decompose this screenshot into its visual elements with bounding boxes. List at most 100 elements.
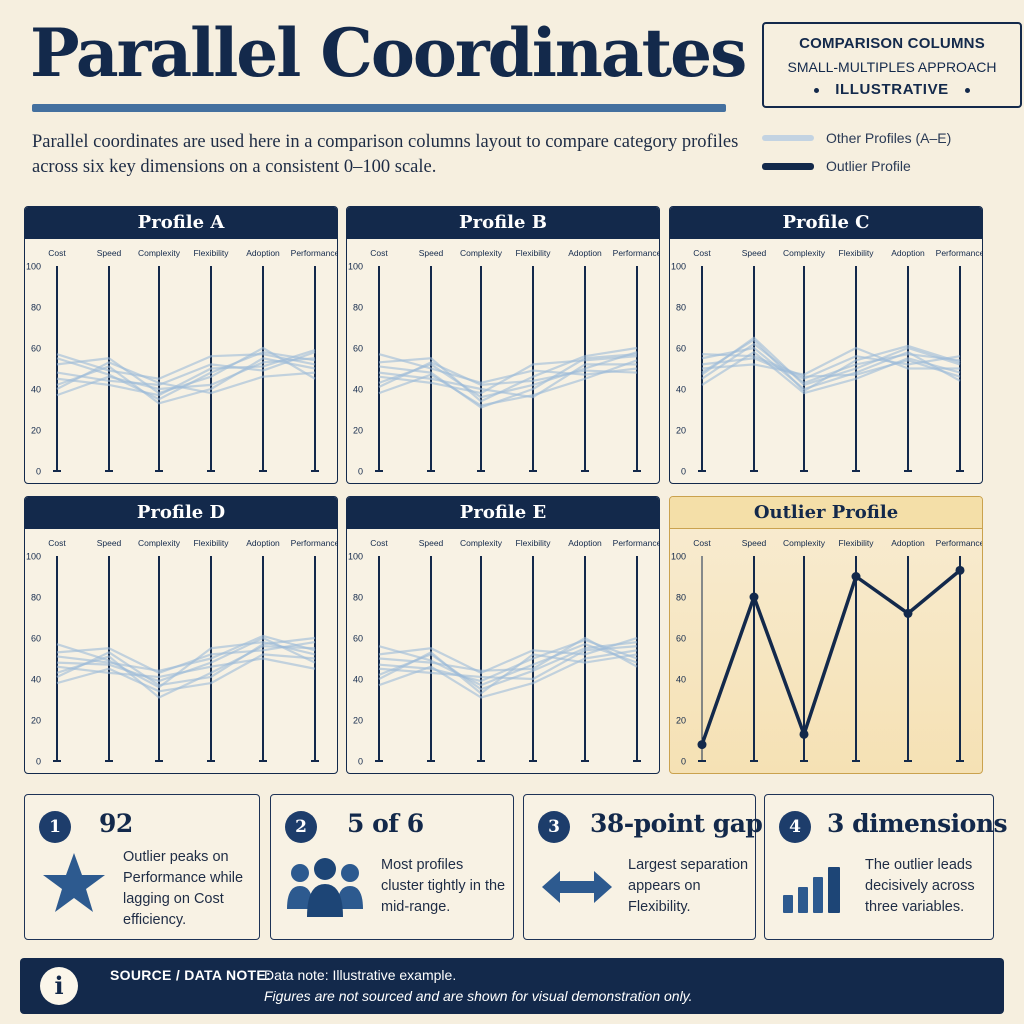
y-tick-label: 100: [671, 262, 686, 272]
parallel-coordinates-chart: Cost Speed Complexity Flexibility Adoption Pe…: [671, 248, 983, 477]
axis-label-flexibility: Flexibility: [839, 538, 875, 548]
axis-label-cost: Cost: [48, 538, 66, 548]
outlier-data-point: [955, 565, 965, 575]
axis-label-speed: Speed: [97, 248, 122, 258]
y-tick-label: 40: [31, 385, 41, 395]
panel-profile-e: Profile E Cost Speed Complexity Flexibility…: [346, 496, 660, 774]
panel-profile-d: Profile D Cost Speed Complexity Flexibility…: [24, 496, 338, 774]
y-tick-label: 0: [358, 467, 363, 477]
axis-label-speed: Speed: [742, 248, 767, 258]
y-tick-label: 100: [26, 262, 41, 272]
y-tick-label: 100: [671, 552, 686, 562]
panel-profile-c: Profile C Cost Speed Complexity Flexibility…: [669, 206, 983, 484]
axis-label-adoption: Adoption: [246, 248, 280, 258]
info-icon: i: [40, 967, 78, 1005]
y-tick-label: 40: [353, 675, 363, 685]
stat-card-2: 2 5 of 6 Most profiles cluster tightly i…: [270, 794, 514, 940]
axis-label-adoption: Adoption: [568, 248, 602, 258]
y-tick-label: 100: [348, 262, 363, 272]
layout-tag-box: COMPARISON COLUMNS SMALL-MULTIPLES APPRO…: [762, 22, 1022, 108]
stat-card-1: 1 92 Outlier peaks on Performance while …: [24, 794, 260, 940]
profile-series-line: [378, 636, 638, 672]
profile-series-line: [56, 361, 316, 395]
y-tick-label: 0: [36, 757, 41, 767]
axis-label-cost: Cost: [370, 248, 388, 258]
y-tick-label: 20: [676, 716, 686, 726]
axis-label-speed: Speed: [419, 248, 444, 258]
y-tick-label: 80: [676, 303, 686, 313]
profile-series-line: [378, 363, 637, 399]
axis-label-complexity: Complexity: [138, 538, 181, 548]
y-tick-label: 80: [31, 593, 41, 603]
legend-item-other: Other Profiles (A–E): [762, 124, 951, 152]
panel-title: Profile A: [25, 207, 337, 239]
panel-profile-b: Profile B Cost Speed Complexity Flexibility…: [346, 206, 660, 484]
y-tick-label: 20: [31, 716, 41, 726]
panel-outlier-profile: Outlier Profile Cost Speed Complexity Flexi…: [669, 496, 983, 774]
stat-description: Largest separation appears on Flexibilit…: [628, 857, 749, 915]
profile-series-line: [378, 645, 638, 681]
outlier-data-point: [749, 592, 759, 602]
profile-series-line: [56, 636, 316, 687]
axis-label-performance: Performance: [613, 538, 660, 548]
axis-label-flexibility: Flexibility: [194, 248, 230, 258]
panel-title: Profile E: [347, 497, 659, 529]
axis-label-cost: Cost: [370, 538, 388, 548]
y-tick-label: 20: [31, 426, 41, 436]
y-tick-label: 80: [353, 303, 363, 313]
axis-label-cost: Cost: [693, 538, 711, 548]
profile-series-line: [701, 346, 960, 376]
axis-label-speed: Speed: [419, 538, 444, 548]
y-tick-label: 20: [676, 426, 686, 436]
stat-headline: 92: [99, 809, 133, 838]
profile-series-line: [56, 645, 316, 699]
axis-label-adoption: Adoption: [246, 538, 280, 548]
axis-label-complexity: Complexity: [783, 248, 826, 258]
y-tick-label: 0: [36, 467, 41, 477]
panel-title: Profile C: [670, 207, 982, 239]
y-tick-label: 40: [353, 385, 363, 395]
profile-series-line: [56, 349, 316, 397]
axis-label-adoption: Adoption: [568, 538, 602, 548]
profile-series-line: [378, 353, 638, 409]
stat-headline: 38-point gap: [590, 809, 763, 838]
bullet-dot-icon: [964, 87, 970, 93]
panel-profile-a: Profile A Cost Speed Complexity Flexibility…: [24, 206, 338, 484]
axis-label-adoption: Adoption: [891, 538, 925, 548]
parallel-coordinates-chart: Cost Speed Complexity Flexibility Adoption Pe…: [348, 538, 660, 767]
axis-label-flexibility: Flexibility: [839, 248, 875, 258]
y-tick-label: 20: [353, 716, 363, 726]
parallel-coordinates-chart: Cost Speed Complexity Flexibility Adoption Pe…: [671, 538, 983, 767]
stat-headline: 3 dimensions: [827, 809, 1008, 838]
axis-label-performance: Performance: [936, 248, 983, 258]
axis-label-performance: Performance: [291, 538, 338, 548]
outlier-data-point: [697, 740, 707, 750]
outlier-data-point: [799, 729, 809, 739]
y-tick-label: 0: [681, 757, 686, 767]
tag-line-3: ILLUSTRATIVE: [764, 78, 1020, 102]
profile-series-line: [56, 634, 316, 672]
outlier-data-point: [903, 608, 913, 618]
profile-series-line: [378, 651, 638, 695]
bullet-dot-icon: [814, 87, 820, 93]
axis-label-speed: Speed: [742, 538, 767, 548]
footer-note-line-1: Data note: Illustrative example.: [264, 967, 457, 983]
bar-chart-icon: [783, 867, 840, 913]
chart-legend: Other Profiles (A–E) Outlier Profile: [762, 124, 951, 180]
star-icon: [43, 853, 105, 912]
stat-description: The outlier leads decisively across thre…: [865, 857, 975, 915]
y-tick-label: 60: [31, 344, 41, 354]
source-note-footer: i SOURCE / DATA NOTE: Data note: Illustr…: [20, 958, 1004, 1014]
profile-series-line: [56, 350, 316, 401]
y-tick-label: 20: [353, 426, 363, 436]
profile-series-line: [378, 649, 638, 699]
axis-label-cost: Cost: [693, 248, 711, 258]
axis-label-performance: Performance: [936, 538, 983, 548]
axis-label-adoption: Adoption: [891, 248, 925, 258]
axis-label-flexibility: Flexibility: [516, 248, 552, 258]
y-tick-label: 60: [676, 634, 686, 644]
profile-series-line: [378, 355, 638, 395]
profile-series-line: [378, 636, 638, 674]
parallel-coordinates-chart: Cost Speed Complexity Flexibility Adoption Pe…: [26, 248, 337, 477]
tag-line-1: COMPARISON COLUMNS: [799, 35, 985, 52]
